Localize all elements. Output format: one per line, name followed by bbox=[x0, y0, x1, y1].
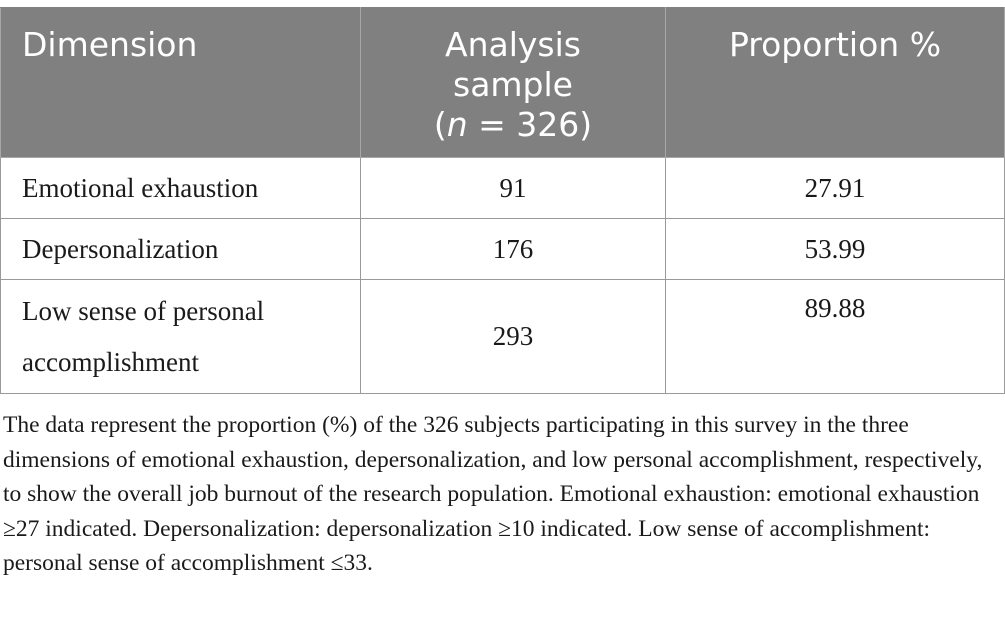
table-row: Low sense of personal accomplishment 293… bbox=[0, 279, 1005, 394]
cell-analysis-sample: 293 bbox=[360, 279, 666, 394]
header-analysis-sample: Analysis sample (n = 326) bbox=[360, 7, 666, 158]
header-row: Dimension Analysis sample (n = 326) Prop… bbox=[0, 7, 1005, 158]
header-dimension: Dimension bbox=[0, 7, 361, 158]
table-row: Depersonalization 176 53.99 bbox=[0, 218, 1005, 280]
table-footnote: The data represent the proportion (%) of… bbox=[3, 412, 983, 576]
cell-dimension: Low sense of personal accomplishment bbox=[0, 279, 361, 394]
cell-proportion: 27.91 bbox=[665, 157, 1005, 219]
header-analysis-line2: sample bbox=[453, 65, 573, 104]
table-body: Emotional exhaustion 91 27.91 Depersonal… bbox=[0, 157, 1005, 394]
header-proportion: Proportion % bbox=[665, 7, 1005, 158]
burnout-table: Dimension Analysis sample (n = 326) Prop… bbox=[0, 7, 1005, 394]
cell-analysis-sample: 176 bbox=[360, 218, 666, 280]
cell-dimension: Depersonalization bbox=[0, 218, 361, 280]
cell-proportion: 89.88 bbox=[665, 279, 1005, 394]
data-table-container: Dimension Analysis sample (n = 326) Prop… bbox=[0, 7, 1005, 394]
header-analysis-open: ( bbox=[433, 105, 447, 144]
cell-proportion: 53.99 bbox=[665, 218, 1005, 280]
header-analysis-line1: Analysis bbox=[445, 25, 581, 64]
header-analysis-eq: = 326) bbox=[467, 105, 593, 144]
table-row: Emotional exhaustion 91 27.91 bbox=[0, 157, 1005, 219]
header-analysis-n: n bbox=[446, 105, 468, 144]
cell-analysis-sample: 91 bbox=[360, 157, 666, 219]
cell-dimension: Emotional exhaustion bbox=[0, 157, 361, 219]
table-header: Dimension Analysis sample (n = 326) Prop… bbox=[0, 7, 1005, 158]
